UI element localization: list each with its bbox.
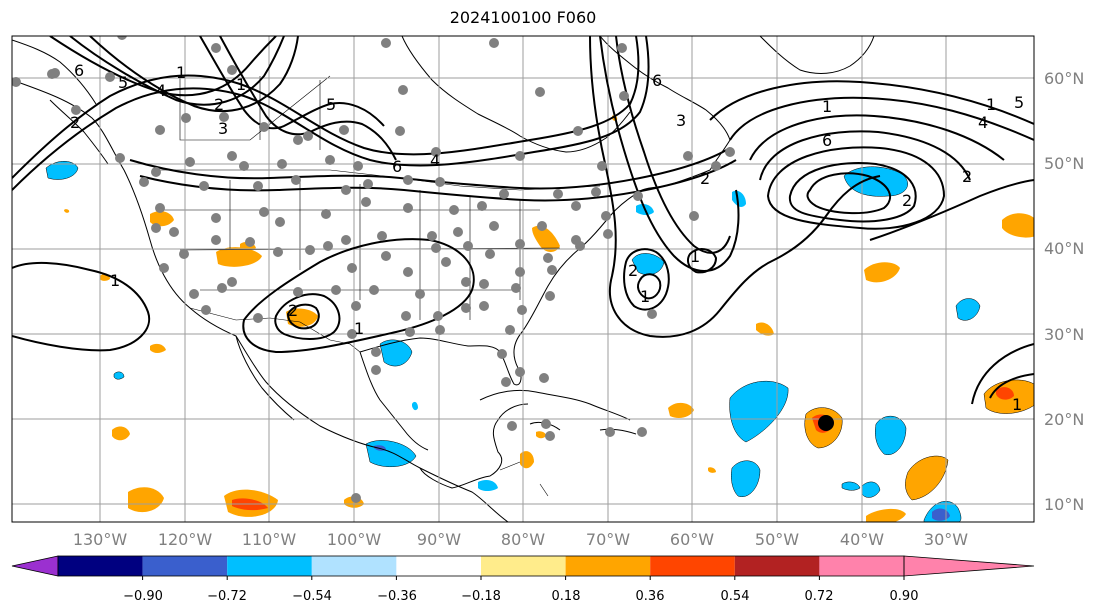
colorbar-segment [650,556,735,576]
contour-label: 1 [354,319,364,338]
lon-label: 50°W [755,530,799,549]
lon-label: 110°W [242,530,297,549]
map-title: 2024100100 F060 [449,8,597,27]
contour-label: 1 [640,287,650,306]
contour-label: 5 [118,73,128,92]
lon-label: 90°W [417,530,461,549]
colorbar-tick-labels: −0.90 −0.72 −0.54 −0.36 −0.18 0.18 0.36 … [123,589,918,604]
colorbar-tick-label: −0.36 [377,589,417,604]
lon-label: 100°W [327,530,382,549]
gridlines [12,36,1034,522]
colorbar-tick-label: 0.36 [636,589,665,604]
colorbar-segment [565,556,651,576]
contour-label: 3 [218,119,228,138]
contour-label: 5 [326,95,336,114]
contour-label: 2 [700,169,710,188]
lon-label: 60°W [670,530,714,549]
contour-label: 2 [288,301,298,320]
colorbar-tick-label: −0.54 [292,589,332,604]
contour-label: 2 [214,95,224,114]
contour-label: 6 [652,71,662,90]
contour-label: 1 [110,271,120,290]
map-border [11,35,1035,523]
colorbar-tick-label: 0.18 [552,589,581,604]
contour-label: 1 [822,97,832,116]
contour-label: 2 [902,191,912,210]
contour-label: 6 [392,157,402,176]
lon-label: 80°W [501,530,545,549]
colorbar-segment [481,556,566,576]
colorbar [11,555,1035,580]
contour-label: 1 [236,75,246,94]
colorbar-tick-label: 0.54 [721,589,750,604]
contour-label: 2 [70,113,80,132]
contour-label: 2 [962,167,972,186]
colorbar-segment [311,556,397,576]
colorbar-segment [819,556,904,576]
colorbar-max-arrow [903,555,1035,577]
contour-label: 4 [156,81,166,100]
contour-label: 1 [690,247,700,266]
lon-label: 130°W [73,530,128,549]
contour-label: 4 [430,151,440,170]
contour-label: 4 [978,113,988,132]
lat-label: 30°N [1044,325,1084,344]
lon-label: 30°W [924,530,968,549]
colorbar-segment [58,556,143,576]
colorbar-segment [396,556,481,576]
contour-label: 3 [676,111,686,130]
contour-label: 6 [822,131,832,150]
colorbar-segment [734,556,820,576]
colorbar-tick-label: 0.72 [805,589,834,604]
contour-label: 1 [986,95,996,114]
contour-label: 1 [1012,395,1022,414]
colorbar-tick-label: 0.90 [890,589,919,604]
latitude-labels: 60°N 50°N 40°N 30°N 20°N 10°N [1044,69,1084,514]
contour-label: 5 [1014,93,1024,112]
lat-label: 40°N [1044,239,1084,258]
lat-label: 10°N [1044,495,1084,514]
contour-label: 1 [176,63,186,82]
lat-label: 60°N [1044,69,1084,88]
contour-label-group: 6 5 4 3 2 1 1 5 6 2 4 6 3 2 1 6 5 4 2 1 … [70,61,1024,414]
colorbar-segment [227,556,312,576]
station-dots [12,36,735,503]
lat-label: 50°N [1044,154,1084,173]
colorbar-tick-label: −0.72 [207,589,247,604]
colorbar-segment [142,556,228,576]
lat-label: 20°N [1044,410,1084,429]
longitude-labels: 130°W 120°W 110°W 100°W 90°W 80°W 70°W 6… [73,530,968,549]
lon-label: 40°W [840,530,884,549]
colorbar-min-arrow [11,555,59,577]
colorbar-tick-label: −0.18 [461,589,501,604]
lon-label: 120°W [158,530,213,549]
storm-center-marker [818,415,834,431]
lon-label: 70°W [586,530,630,549]
contour-label: 2 [628,261,638,280]
colorbar-tick-label: −0.90 [123,589,163,604]
contour-label: 6 [74,61,84,80]
